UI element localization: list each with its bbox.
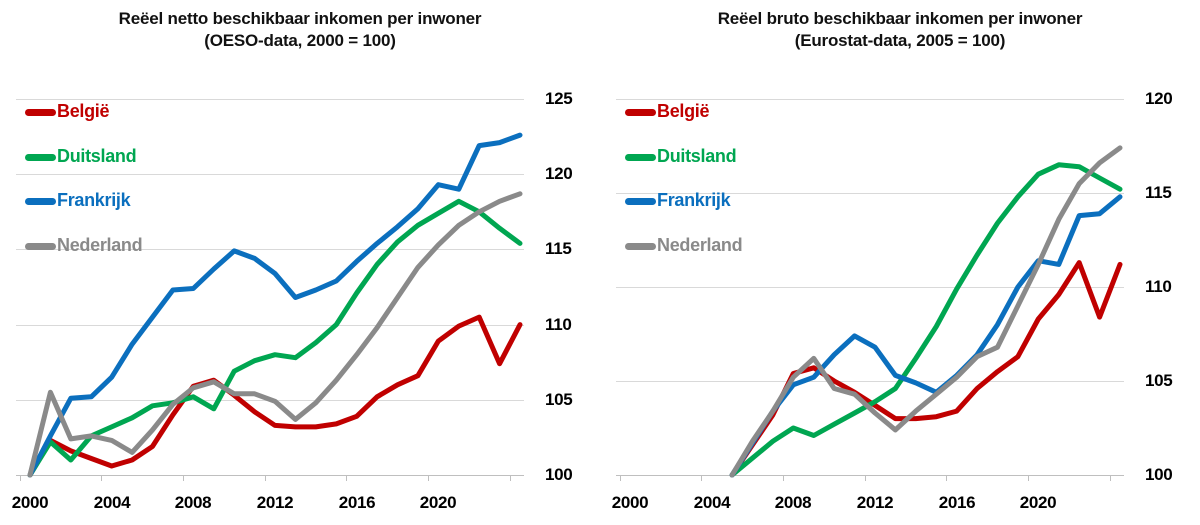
- x-axis-tick: [620, 476, 621, 481]
- x-axis-tick: [20, 476, 21, 481]
- x-axis-label: 2004: [693, 493, 731, 512]
- gridline-100: [616, 475, 1124, 476]
- gridline-110: [616, 287, 1124, 288]
- y-axis-label: 105: [1145, 371, 1173, 390]
- y-axis-label: 115: [545, 239, 572, 258]
- x-axis-tick: [183, 476, 184, 481]
- legend-label: Duitsland: [657, 146, 737, 166]
- x-axis-tick: [428, 476, 429, 481]
- chart-title-eurostat: Reëel bruto beschikbaar inkomen per inwo…: [600, 8, 1200, 52]
- x-axis-tick: [1028, 476, 1029, 481]
- x-axis-label: 2012: [856, 493, 894, 512]
- chart-title-line1: Reëel netto beschikbaar inkomen per inwo…: [118, 9, 482, 28]
- series-line-frankrijk: [27, 132, 523, 478]
- chart-title-line2: (Eurostat-data, 2005 = 100): [794, 31, 1006, 50]
- y-axis-label: 100: [545, 465, 573, 484]
- series-line-duitsland: [27, 198, 523, 478]
- x-axis-tick: [101, 476, 102, 481]
- chart-panel-oeso: Reëel netto beschikbaar inkomen per inwo…: [0, 8, 600, 512]
- x-axis-tick: [783, 476, 784, 481]
- series-line-nederland: [27, 191, 523, 478]
- gridline-120: [16, 174, 524, 175]
- legend-swatch-icon: [625, 198, 656, 205]
- gridline-100: [16, 475, 524, 476]
- x-axis-label: 2016: [338, 493, 376, 512]
- series-line-nederland: [729, 145, 1123, 478]
- x-axis-tick: [1110, 476, 1111, 481]
- gridline-125: [16, 99, 524, 100]
- x-axis-tick: [701, 476, 702, 481]
- x-axis-tick: [346, 476, 347, 481]
- chart-panel-eurostat: Reëel bruto beschikbaar inkomen per inwo…: [600, 0, 1200, 525]
- gridline-120: [616, 99, 1124, 100]
- x-axis-label: 2004: [93, 493, 131, 512]
- chart-title-line1: Reëel bruto beschikbaar inkomen per inwo…: [717, 9, 1083, 28]
- legend-swatch-icon: [625, 243, 656, 250]
- gridline-115: [616, 193, 1124, 194]
- x-axis-label: 2020: [419, 493, 457, 512]
- legend-label: Nederland: [57, 235, 143, 255]
- legend-swatch-icon: [25, 243, 56, 250]
- legend-label: België: [657, 101, 710, 121]
- y-axis-label: 100: [1145, 465, 1173, 484]
- x-axis-tick: [946, 476, 947, 481]
- legend-label: Nederland: [657, 235, 743, 255]
- chart-title-line2: (OESO-data, 2000 = 100): [204, 31, 396, 50]
- legend-swatch-icon: [25, 198, 56, 205]
- x-axis-label: 2012: [256, 493, 294, 512]
- chart-title-oeso: Reëel netto beschikbaar inkomen per inwo…: [0, 8, 600, 52]
- series-line-frankrijk: [729, 194, 1123, 478]
- gridline-110: [16, 325, 524, 326]
- x-axis-label: 2000: [611, 493, 649, 512]
- y-axis-label: 120: [1145, 89, 1173, 108]
- legend-swatch-icon: [25, 109, 56, 116]
- series-line-belgie: [729, 260, 1123, 478]
- y-axis-label: 115: [1145, 183, 1172, 202]
- gridline-105: [616, 381, 1124, 382]
- legend-swatch-icon: [625, 154, 656, 161]
- chart-canvas: [27, 132, 523, 478]
- y-axis-label: 120: [545, 164, 573, 183]
- chart-canvas: [729, 145, 1123, 478]
- y-axis-label: 125: [545, 89, 573, 108]
- x-axis-label: 2016: [938, 493, 976, 512]
- x-axis-tick: [510, 476, 511, 481]
- y-axis-label: 105: [545, 390, 573, 409]
- legend-swatch-icon: [625, 109, 656, 116]
- x-axis-label: 2000: [11, 493, 49, 512]
- x-axis-tick: [265, 476, 266, 481]
- legend-label: België: [57, 101, 110, 121]
- legend-swatch-icon: [25, 154, 56, 161]
- legend-label: Duitsland: [57, 146, 137, 166]
- y-axis-label: 110: [1145, 277, 1172, 296]
- gridline-115: [16, 249, 524, 250]
- x-axis-tick: [865, 476, 866, 481]
- x-axis-label: 2008: [774, 493, 812, 512]
- series-line-belgie: [27, 314, 523, 478]
- x-axis-label: 2020: [1019, 493, 1057, 512]
- series-line-duitsland: [729, 162, 1123, 478]
- y-axis-label: 110: [545, 315, 572, 334]
- x-axis-label: 2008: [174, 493, 212, 512]
- legend-label: Frankrijk: [657, 190, 731, 210]
- legend-label: Frankrijk: [57, 190, 131, 210]
